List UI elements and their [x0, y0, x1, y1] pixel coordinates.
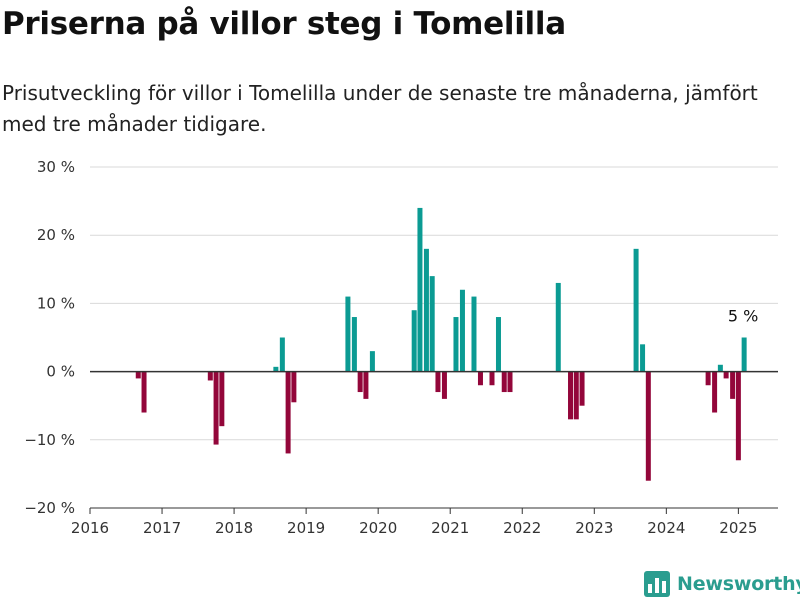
bar	[423, 248, 429, 372]
x-tick-label: 2020	[359, 519, 397, 537]
bar	[411, 310, 417, 372]
brand-logo: Newsworthy	[644, 568, 800, 600]
bar	[730, 371, 736, 399]
bar	[345, 296, 351, 372]
x-tick-label: 2023	[575, 519, 613, 537]
bar	[291, 371, 297, 403]
bar	[507, 371, 513, 393]
x-tick-label: 2016	[71, 519, 109, 537]
y-tick-label: 30 %	[37, 158, 75, 176]
bar	[489, 371, 495, 386]
bar	[735, 371, 741, 461]
bar	[705, 371, 711, 386]
bar	[645, 371, 651, 481]
x-tick-label: 2017	[143, 519, 181, 537]
bar	[441, 371, 447, 399]
bar	[285, 371, 291, 454]
bar	[279, 337, 285, 372]
bar	[640, 344, 646, 372]
bar	[741, 337, 747, 372]
x-tick-label: 2022	[503, 519, 541, 537]
bar	[579, 371, 585, 406]
bar	[717, 364, 723, 372]
bar	[435, 371, 441, 393]
axes	[89, 370, 778, 514]
bar	[141, 371, 147, 413]
bars	[135, 207, 747, 481]
y-tick-label: −20 %	[24, 499, 75, 517]
y-tick-label: 0 %	[46, 363, 75, 381]
chart-subtitle: Prisutveckling för villor i Tomelilla un…	[2, 81, 758, 136]
bar	[213, 371, 219, 445]
y-tick-label: 10 %	[37, 294, 75, 312]
bar	[501, 371, 507, 393]
x-tick-label: 2021	[431, 519, 469, 537]
bar	[351, 317, 357, 372]
brand-name: Newsworthy	[677, 573, 800, 595]
y-tick-label: −10 %	[24, 431, 75, 449]
bar	[273, 366, 279, 372]
bar	[369, 351, 375, 372]
chart-title: Priserna på villor steg i Tomelilla	[2, 6, 566, 42]
bar	[135, 371, 141, 379]
bar	[207, 371, 213, 381]
bar	[363, 371, 369, 399]
bar	[429, 276, 435, 372]
bar	[633, 248, 639, 372]
bar	[495, 317, 501, 372]
bar	[568, 371, 574, 420]
bar	[219, 371, 225, 427]
tick-labels: −20 % −10 % 0 % 10 % 20 % 30 % 2016 2017 2018 201…	[24, 158, 757, 537]
bar	[417, 207, 423, 372]
bar	[723, 371, 729, 379]
bar	[471, 296, 477, 372]
bar	[459, 289, 465, 372]
x-tick-label: 2025	[719, 519, 757, 537]
x-tick-label: 2018	[215, 519, 253, 537]
bar	[453, 317, 459, 372]
bar-chart-logo-icon	[644, 571, 670, 597]
bar	[555, 282, 561, 372]
bar	[573, 371, 579, 420]
x-tick-label: 2019	[287, 519, 325, 537]
bar	[357, 371, 363, 393]
y-tick-label: 20 %	[37, 226, 75, 244]
latest-value-annotation: 5 %	[728, 307, 758, 326]
x-tick-label: 2024	[647, 519, 685, 537]
bar	[477, 371, 483, 386]
bar	[712, 371, 718, 413]
